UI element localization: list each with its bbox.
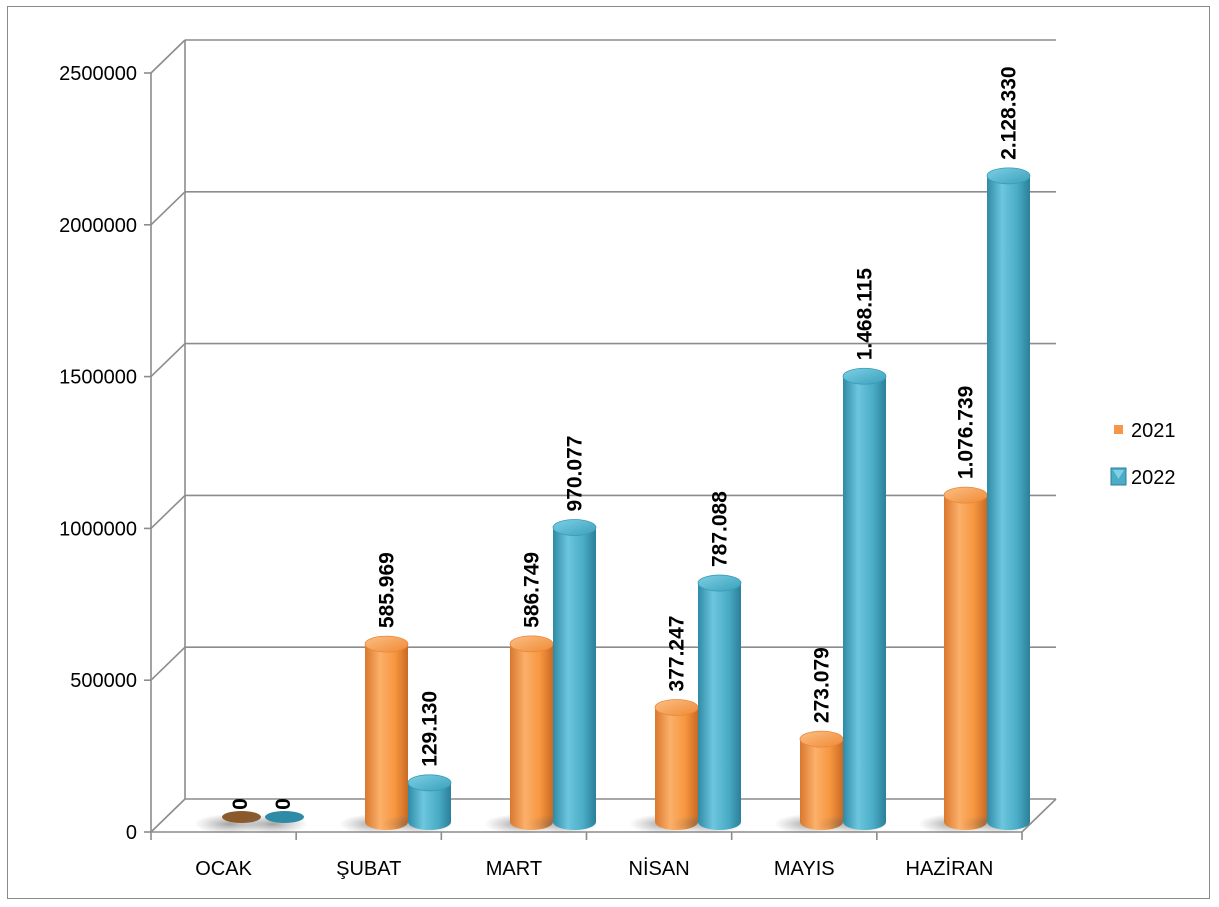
bar-top-2021-NİSAN: [654, 699, 699, 716]
gridline-depth: [150, 798, 186, 833]
gridline-depth: [150, 494, 186, 529]
data-label: 129.130: [419, 691, 442, 767]
x-tick-label: HAZİRAN: [906, 857, 994, 880]
data-labels: 0 0 585.969 129.130 586.749 970.077 377.247 787…: [229, 66, 1020, 809]
legend-swatch-2021: [1114, 425, 1123, 434]
bar-2022-MART: [553, 527, 596, 830]
gridline-depth: [150, 646, 186, 681]
x-tick-label: MART: [486, 858, 542, 880]
bar-top-2022-MART: [552, 519, 597, 536]
y-tick-label: 2000000: [59, 215, 137, 237]
data-label: 273.079: [811, 647, 834, 723]
bar-2021-HAZİRAN: [944, 495, 987, 830]
legend-label-2021: 2021: [1131, 420, 1176, 442]
x-tick-label: OCAK: [195, 858, 252, 880]
bar-top-2021-ŞUBAT: [364, 635, 409, 653]
bar-2022-MAYIS: [843, 376, 886, 830]
axes: 0 500000 1000000 1500000 2000000 2500000 OCAK Ş…: [59, 40, 1057, 880]
bar-2022-ŞUBAT: [408, 782, 451, 830]
data-label: 970.077: [564, 436, 587, 512]
data-label: 1.468.115: [854, 268, 877, 361]
legend: 2021 2022: [1110, 420, 1176, 489]
bar-2021-ŞUBAT: [365, 644, 408, 830]
bar-2021-NİSAN: [655, 707, 698, 830]
bar-top-2022-NİSAN: [697, 574, 742, 592]
bar-2022-HAZİRAN: [987, 175, 1030, 831]
bar-2022-OCAK: [265, 811, 304, 823]
bar-2022-NİSAN: [698, 583, 741, 830]
data-label: 377.247: [666, 616, 689, 692]
bar-top-2021-MART: [509, 635, 554, 653]
x-tick-label: NİSAN: [629, 857, 690, 880]
data-label: 0: [229, 798, 252, 810]
y-tick-label: 1000000: [59, 518, 137, 540]
bar-top-2022-ŞUBAT: [407, 774, 452, 792]
data-label: 1.076.739: [955, 386, 978, 479]
bar-2021-MAYIS: [800, 739, 843, 830]
bar-top-2021-MAYIS: [799, 730, 844, 748]
gridline-depth: [150, 343, 186, 378]
bar-top-2022-HAZİRAN: [986, 167, 1031, 185]
gridline-depth: [150, 191, 186, 226]
x-tick-label: MAYIS: [774, 858, 835, 880]
legend-swatch-2022-inner: [1113, 470, 1124, 479]
data-label: 787.088: [709, 491, 732, 567]
legend-label-2022: 2022: [1131, 467, 1176, 489]
bar-top-2022-MAYIS: [842, 367, 887, 385]
bar-top-2021-HAZİRAN: [943, 486, 988, 504]
y-tick-label: 0: [126, 822, 137, 844]
data-label: 585.969: [376, 552, 399, 628]
gridlines: [150, 39, 1056, 833]
y-tick-label: 2500000: [59, 63, 137, 85]
data-label: 586.749: [521, 552, 544, 628]
y-tick-label: 1500000: [59, 367, 137, 389]
bars: [194, 167, 1032, 834]
data-label: 0: [272, 798, 295, 810]
bar-2021-MART: [510, 643, 553, 830]
x-tick-label: ŞUBAT: [336, 858, 401, 880]
gridline-depth: [150, 39, 186, 74]
data-label: 2.128.330: [998, 66, 1021, 159]
y-tick-label: 500000: [70, 670, 137, 692]
